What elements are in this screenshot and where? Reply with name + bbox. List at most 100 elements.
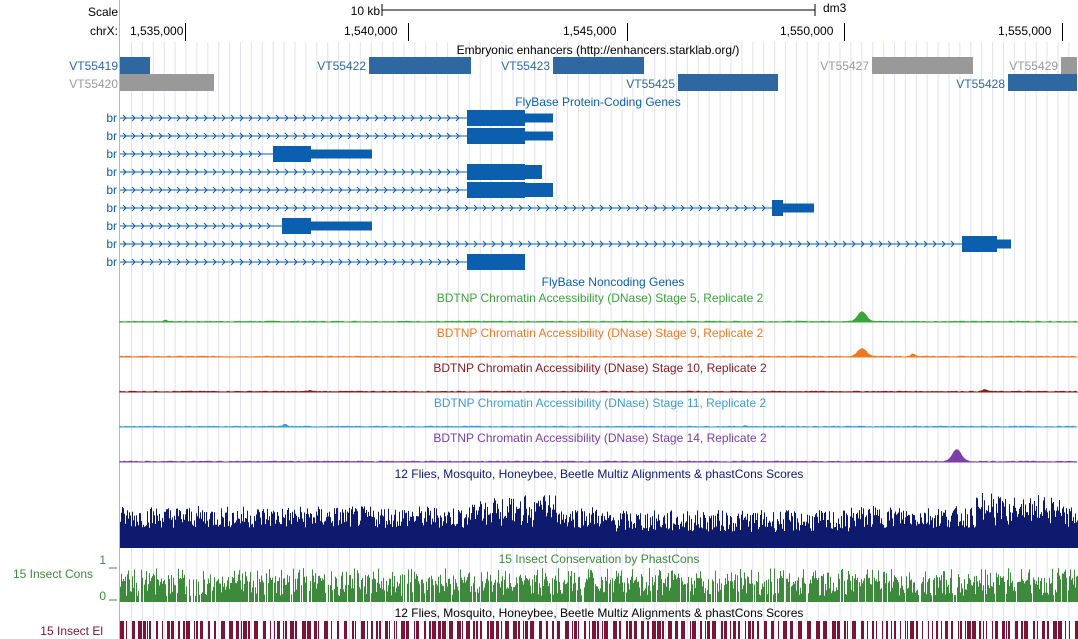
conserved-element: [979, 621, 981, 639]
exon[interactable]: [273, 146, 311, 162]
exon[interactable]: [311, 221, 372, 231]
enhancer-label: VT55422: [317, 59, 366, 73]
dnase-track-stage11[interactable]: BDTNP Chromatin Accessibility (DNase) St…: [119, 396, 1077, 428]
transcript[interactable]: br: [106, 200, 814, 216]
dnase-track-stage10[interactable]: BDTNP Chromatin Accessibility (DNase) St…: [119, 361, 1078, 393]
exon[interactable]: [962, 236, 997, 252]
enhancer-item[interactable]: VT55422: [317, 57, 471, 74]
conserved-element: [861, 621, 864, 639]
scalebar-label: 10 kb: [351, 4, 381, 18]
multiz-track[interactable]: 12 Flies, Mosquito, Honeybee, Beetle Mul…: [120, 467, 1078, 548]
enhancer-block[interactable]: [120, 74, 214, 91]
transcript[interactable]: br: [106, 128, 553, 144]
transcript-label: br: [106, 219, 117, 233]
exon[interactable]: [467, 110, 525, 126]
enhancer-block[interactable]: [120, 57, 150, 74]
exon[interactable]: [467, 254, 525, 270]
exon[interactable]: [525, 113, 553, 123]
exon[interactable]: [783, 203, 814, 213]
exon[interactable]: [467, 128, 525, 144]
enhancer-block[interactable]: [1061, 57, 1077, 74]
conserved-element: [778, 621, 779, 639]
conserved-element: [302, 621, 306, 639]
conserved-element: [872, 621, 874, 639]
enhancer-item[interactable]: VT55427: [820, 57, 973, 74]
enhancer-label: VT55425: [626, 77, 675, 91]
genes-track[interactable]: FlyBase Protein-Coding Genes brbrbrbrbrb…: [106, 95, 1011, 270]
conserved-element: [162, 621, 163, 639]
enhancer-block[interactable]: [872, 57, 973, 74]
conserved-element: [523, 621, 524, 639]
conserved-element: [200, 621, 203, 639]
enhancer-block[interactable]: [1008, 74, 1077, 91]
conservation-track[interactable]: 15 Insect Conservation by PhastCons 15 I…: [13, 552, 1078, 603]
conserved-element: [126, 621, 127, 639]
transcripts[interactable]: br br br br br br br br br: [106, 110, 1011, 270]
exon[interactable]: [311, 149, 372, 159]
dnase-track-title: BDTNP Chromatin Accessibility (DNase) St…: [437, 326, 764, 340]
dnase-track-stage5[interactable]: BDTNP Chromatin Accessibility (DNase) St…: [119, 291, 1078, 323]
transcript[interactable]: br: [106, 182, 553, 198]
conserved-element: [1008, 621, 1010, 639]
dnase-track-stage14[interactable]: BDTNP Chromatin Accessibility (DNase) St…: [119, 431, 1078, 463]
dnase-track-stage9[interactable]: BDTNP Chromatin Accessibility (DNase) St…: [119, 326, 1078, 358]
strand-arrows: [122, 204, 766, 212]
noncoding-track-title[interactable]: FlyBase Noncoding Genes: [542, 275, 685, 289]
ruler[interactable]: Scale chrX: 10 kb dm3 1,535,000 1,540,00…: [88, 1, 1063, 41]
enhancers-track[interactable]: Embryonic enhancers (http://enhancers.st…: [69, 43, 1077, 91]
exon[interactable]: [525, 131, 553, 141]
exon[interactable]: [525, 183, 553, 197]
conserved-element: [505, 621, 509, 639]
transcript[interactable]: br: [106, 110, 553, 126]
transcript[interactable]: br: [106, 218, 372, 234]
enhancer-item[interactable]: VT55429: [1009, 57, 1077, 74]
exon[interactable]: [525, 165, 542, 179]
dnase-track-title: BDTNP Chromatin Accessibility (DNase) St…: [434, 396, 767, 410]
conserved-element: [733, 621, 736, 639]
enhancer-block[interactable]: [553, 57, 644, 74]
enhancer-block[interactable]: [678, 74, 778, 91]
enhancer-item[interactable]: VT55428: [956, 74, 1077, 91]
dnase-signal: [119, 347, 1078, 358]
conserved-element: [700, 621, 702, 639]
enhancer-item[interactable]: VT55425: [626, 74, 778, 91]
transcript[interactable]: br: [106, 254, 525, 270]
transcript[interactable]: br: [106, 236, 1011, 252]
conserved-element: [138, 621, 142, 639]
multiz2-track-title[interactable]: 12 Flies, Mosquito, Honeybee, Beetle Mul…: [395, 606, 804, 620]
conserved-element: [565, 621, 569, 639]
conserved-element: [972, 621, 976, 639]
conserved-element: [186, 621, 190, 639]
dnase-signal: [119, 311, 1078, 323]
exon[interactable]: [282, 218, 311, 234]
elements-track[interactable]: 15 Insect El: [40, 621, 1078, 639]
conservation-axis-max: 1: [99, 553, 106, 567]
strand-arrows: [122, 222, 271, 230]
exon[interactable]: [997, 239, 1011, 249]
conserved-element: [476, 621, 478, 639]
multiz-signal: [120, 493, 1078, 548]
enhancer-item[interactable]: VT55423: [501, 57, 644, 74]
enhancer-item[interactable]: VT55420: [69, 74, 214, 91]
exon[interactable]: [772, 200, 783, 216]
conserved-element: [274, 621, 275, 639]
conserved-element: [705, 621, 706, 639]
conserved-element: [604, 621, 608, 639]
conserved-element: [171, 621, 174, 639]
conserved-element: [518, 621, 520, 639]
exon[interactable]: [467, 164, 525, 180]
conserved-element: [690, 621, 691, 639]
conserved-element: [243, 621, 247, 639]
exon[interactable]: [467, 182, 525, 198]
enhancer-item[interactable]: VT55419: [69, 57, 150, 74]
conserved-element: [241, 621, 242, 639]
conserved-element: [945, 621, 948, 639]
enhancer-block[interactable]: [369, 57, 471, 74]
conserved-element: [120, 621, 124, 639]
conserved-element: [539, 621, 542, 639]
genes-track-title: FlyBase Protein-Coding Genes: [515, 95, 680, 109]
conserved-element: [1021, 621, 1023, 639]
transcript[interactable]: br: [106, 164, 542, 180]
conserved-element: [194, 621, 195, 639]
transcript[interactable]: br: [106, 146, 372, 162]
